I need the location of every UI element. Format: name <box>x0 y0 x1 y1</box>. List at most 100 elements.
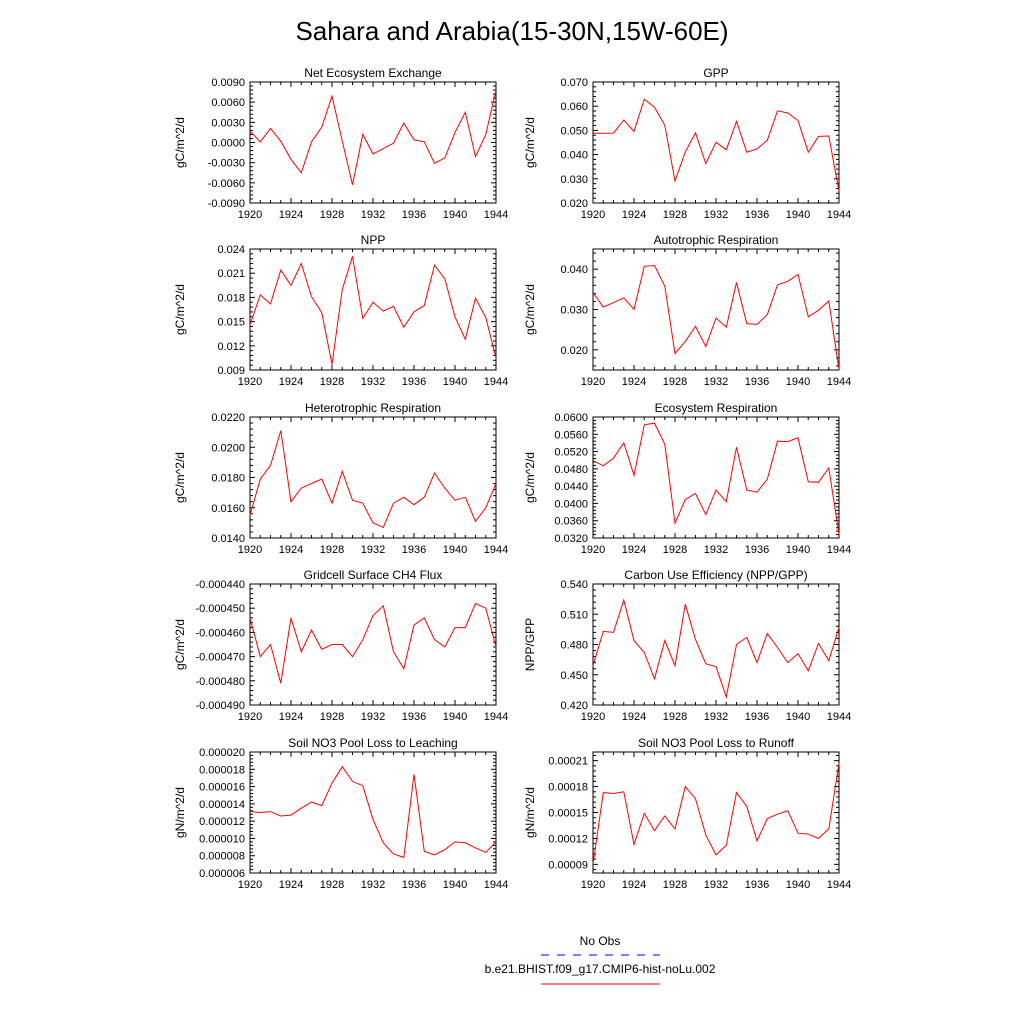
plot-frame <box>592 583 840 706</box>
y-axis-label: gC/m^2/d <box>523 284 537 335</box>
y-tick-label: 0.000006 <box>199 868 245 880</box>
x-tick-label: 1932 <box>704 879 728 891</box>
x-tick-label: 1928 <box>663 209 687 221</box>
y-tick-label: 0.0480 <box>554 464 588 476</box>
legend: No Obs b.e21.BHIST.f09_g17.CMIP6-hist-no… <box>485 934 716 985</box>
y-tick-label: 0.420 <box>560 700 588 712</box>
y-axis-label: gC/m^2/d <box>173 284 187 335</box>
y-tick-label: 0.020 <box>560 345 588 357</box>
y-tick-label: 0.000020 <box>199 747 245 759</box>
panel-title: Soil NO3 Pool Loss to Runoff <box>638 736 795 750</box>
y-tick-label: 0.000012 <box>199 816 245 828</box>
y-tick-label: 0.030 <box>560 305 588 317</box>
x-tick-label: 1928 <box>320 376 344 388</box>
x-tick-label: 1924 <box>622 376 646 388</box>
y-tick-label: 0.000016 <box>199 782 245 794</box>
x-tick-label: 1940 <box>786 544 810 556</box>
legend-obs-label: No Obs <box>580 934 621 948</box>
chart-panel-5: Heterotrophic Respiration 1920 1924 1928 193… <box>173 401 508 556</box>
y-tick-label: -0.000490 <box>195 700 245 712</box>
x-tick-label: 1940 <box>443 209 467 221</box>
x-tick-label: 1928 <box>663 711 687 723</box>
x-tick-label: 1944 <box>484 544 508 556</box>
chart-panel-9: Soil NO3 Pool Loss to Leaching 1920 1924 19… <box>173 736 508 891</box>
y-tick-label: 0.012 <box>217 341 245 353</box>
x-tick-label: 1932 <box>704 711 728 723</box>
x-tick-label: 1928 <box>663 376 687 388</box>
x-tick-label: 1932 <box>361 711 385 723</box>
y-axis-label: NPP/GPP <box>523 618 537 671</box>
x-tick-label: 1932 <box>704 209 728 221</box>
panel-title: Carbon Use Efficiency (NPP/GPP) <box>624 568 807 582</box>
x-tick-label: 1924 <box>279 209 303 221</box>
series-line-1 <box>249 89 497 185</box>
y-tick-label: 0.450 <box>560 670 588 682</box>
y-tick-label: 0.070 <box>560 77 588 89</box>
x-tick-label: 1932 <box>704 544 728 556</box>
x-tick-label: 1936 <box>402 711 426 723</box>
y-tick-label: 0.040 <box>560 150 588 162</box>
panel-title: GPP <box>703 66 728 80</box>
x-tick-label: 1928 <box>320 879 344 891</box>
x-tick-label: 1920 <box>581 544 605 556</box>
y-tick-label: 0.0140 <box>211 533 245 545</box>
plot-frame <box>249 751 497 874</box>
x-tick-label: 1940 <box>443 879 467 891</box>
x-tick-label: 1920 <box>238 209 262 221</box>
x-tick-label: 1944 <box>827 209 851 221</box>
x-tick-label: 1936 <box>745 879 769 891</box>
y-tick-label: 0.018 <box>217 292 245 304</box>
plot-frame <box>249 248 497 371</box>
panel-title: Autotrophic Respiration <box>654 233 779 247</box>
x-tick-label: 1928 <box>320 544 344 556</box>
figure-title: Sahara and Arabia(15-30N,15W-60E) <box>295 16 728 46</box>
y-tick-label: 0.0360 <box>554 516 588 528</box>
y-tick-label: 0.0220 <box>211 412 245 424</box>
panel-title: Ecosystem Respiration <box>655 401 778 415</box>
chart-panel-1: Net Ecosystem Exchange 1920 1924 1928 1932 19… <box>173 66 508 221</box>
x-tick-label: 1924 <box>279 711 303 723</box>
chart-panel-6: Ecosystem Respiration 1920 1924 1928 1932 193… <box>523 401 851 556</box>
y-tick-label: 0.540 <box>560 579 588 591</box>
x-tick-label: 1928 <box>320 711 344 723</box>
series-line-1 <box>249 256 497 365</box>
series-line-1 <box>592 763 840 865</box>
y-tick-label: 0.0160 <box>211 503 245 515</box>
x-tick-label: 1932 <box>704 376 728 388</box>
y-tick-label: 0.00009 <box>548 859 588 871</box>
y-tick-label: 0.480 <box>560 640 588 652</box>
y-tick-label: 0.0180 <box>211 473 245 485</box>
y-tick-label: 0.00012 <box>548 833 588 845</box>
y-tick-label: -0.000460 <box>195 627 245 639</box>
x-tick-label: 1940 <box>786 376 810 388</box>
x-tick-label: 1936 <box>745 376 769 388</box>
x-tick-label: 1936 <box>745 711 769 723</box>
y-tick-label: 0.0520 <box>554 447 588 459</box>
legend-model-label: b.e21.BHIST.f09_g17.CMIP6-hist-noLu.002 <box>485 962 716 976</box>
series-line-1 <box>593 98 840 192</box>
plot-frame <box>249 416 497 539</box>
y-tick-label: 0.020 <box>560 198 588 210</box>
x-tick-label: 1924 <box>622 879 646 891</box>
x-tick-label: 1920 <box>238 711 262 723</box>
y-axis-label: gC/m^2/d <box>523 452 537 503</box>
x-tick-label: 1944 <box>484 376 508 388</box>
panel-title: Gridcell Surface CH4 Flux <box>304 568 443 582</box>
y-tick-label: 0.030 <box>560 174 588 186</box>
x-tick-label: 1920 <box>238 376 262 388</box>
series-line-1 <box>592 264 840 370</box>
x-tick-label: 1924 <box>622 711 646 723</box>
y-tick-label: -0.0030 <box>208 158 245 170</box>
y-axis-label: gC/m^2/d <box>173 117 187 168</box>
chart-panel-10: Soil NO3 Pool Loss to Runoff 1920 1924 1928… <box>523 736 851 891</box>
y-tick-label: 0.0600 <box>554 412 588 424</box>
x-tick-label: 1920 <box>581 879 605 891</box>
series-line-1 <box>592 598 840 699</box>
chart-panel-2: GPP 1920 1924 1928 1932 1936 1940 1944 0.020 0.03… <box>523 66 851 221</box>
x-tick-label: 1944 <box>484 711 508 723</box>
y-tick-label: 0.0320 <box>554 533 588 545</box>
y-axis-label: gC/m^2/d <box>173 619 187 670</box>
y-tick-label: 0.060 <box>560 101 588 113</box>
y-tick-label: 0.0440 <box>554 481 588 493</box>
